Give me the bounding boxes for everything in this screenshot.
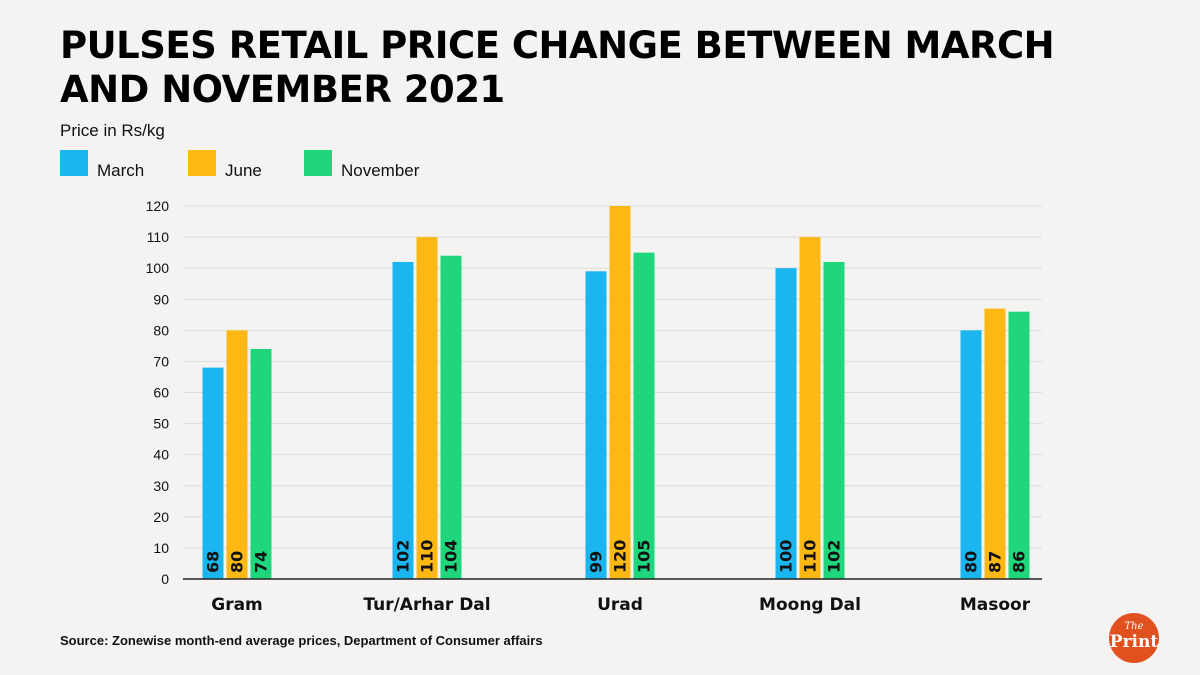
data-label: 80 [228,551,247,573]
y-tick-label: 20 [153,509,169,525]
bar [799,237,821,580]
bar [416,237,438,580]
logo-text-print: Print [1109,632,1159,652]
data-label: 105 [635,540,654,573]
bar [984,308,1006,579]
data-label: 68 [204,551,223,573]
bar [633,252,655,579]
the-print-logo: The Print [1109,613,1159,663]
bar [823,261,845,579]
y-tick-label: 60 [153,385,169,401]
legend-label-november: November [341,161,420,180]
y-tick-label: 90 [153,291,169,307]
logo-text-the: The [1124,621,1144,632]
bar [250,348,272,579]
y-tick-label: 0 [161,571,169,587]
bar [392,261,414,579]
x-tick-label: Tur/Arhar Dal [363,595,490,615]
data-label: 100 [777,540,796,573]
data-label: 87 [986,551,1005,573]
data-label: 104 [442,540,461,573]
legend-swatch-november [304,150,332,176]
y-tick-label: 10 [153,540,169,556]
legend-label-june: June [225,161,262,180]
source-note: Source: Zonewise month-end average price… [60,633,543,648]
y-tick-label: 30 [153,478,169,494]
y-tick-label: 120 [146,198,170,214]
data-label: 120 [611,540,630,573]
data-label: 86 [1010,551,1029,573]
bar [440,255,462,579]
x-tick-label: Moong Dal [759,595,861,615]
bar [960,330,982,579]
y-tick-label: 50 [153,416,169,432]
x-tick-label: Masoor [960,595,1031,615]
data-label: 99 [587,551,606,573]
x-tick-label: Gram [211,595,263,615]
y-tick-label: 70 [153,353,169,369]
data-label: 102 [825,540,844,573]
legend-swatch-march [60,150,88,176]
y-tick-label: 100 [146,260,170,276]
data-label: 110 [801,540,820,573]
data-label: 110 [418,540,437,573]
chart-title: PULSES RETAIL PRICE CHANGE BETWEEN MARCH… [60,24,1055,111]
data-label: 80 [962,551,981,573]
bar [226,330,248,579]
bar [1008,311,1030,579]
data-label: 102 [394,540,413,573]
x-tick-label: Urad [597,595,643,615]
y-tick-label: 80 [153,322,169,338]
legend-swatch-june [188,150,216,176]
legend-label-march: March [97,161,145,180]
bar [775,268,797,579]
bar [202,367,224,579]
data-label: 74 [252,551,271,573]
y-tick-label: 110 [147,229,170,245]
bar [609,206,631,579]
unit-label: Price in Rs/kg [60,121,165,140]
y-tick-label: 40 [153,447,169,463]
bar [585,271,607,579]
